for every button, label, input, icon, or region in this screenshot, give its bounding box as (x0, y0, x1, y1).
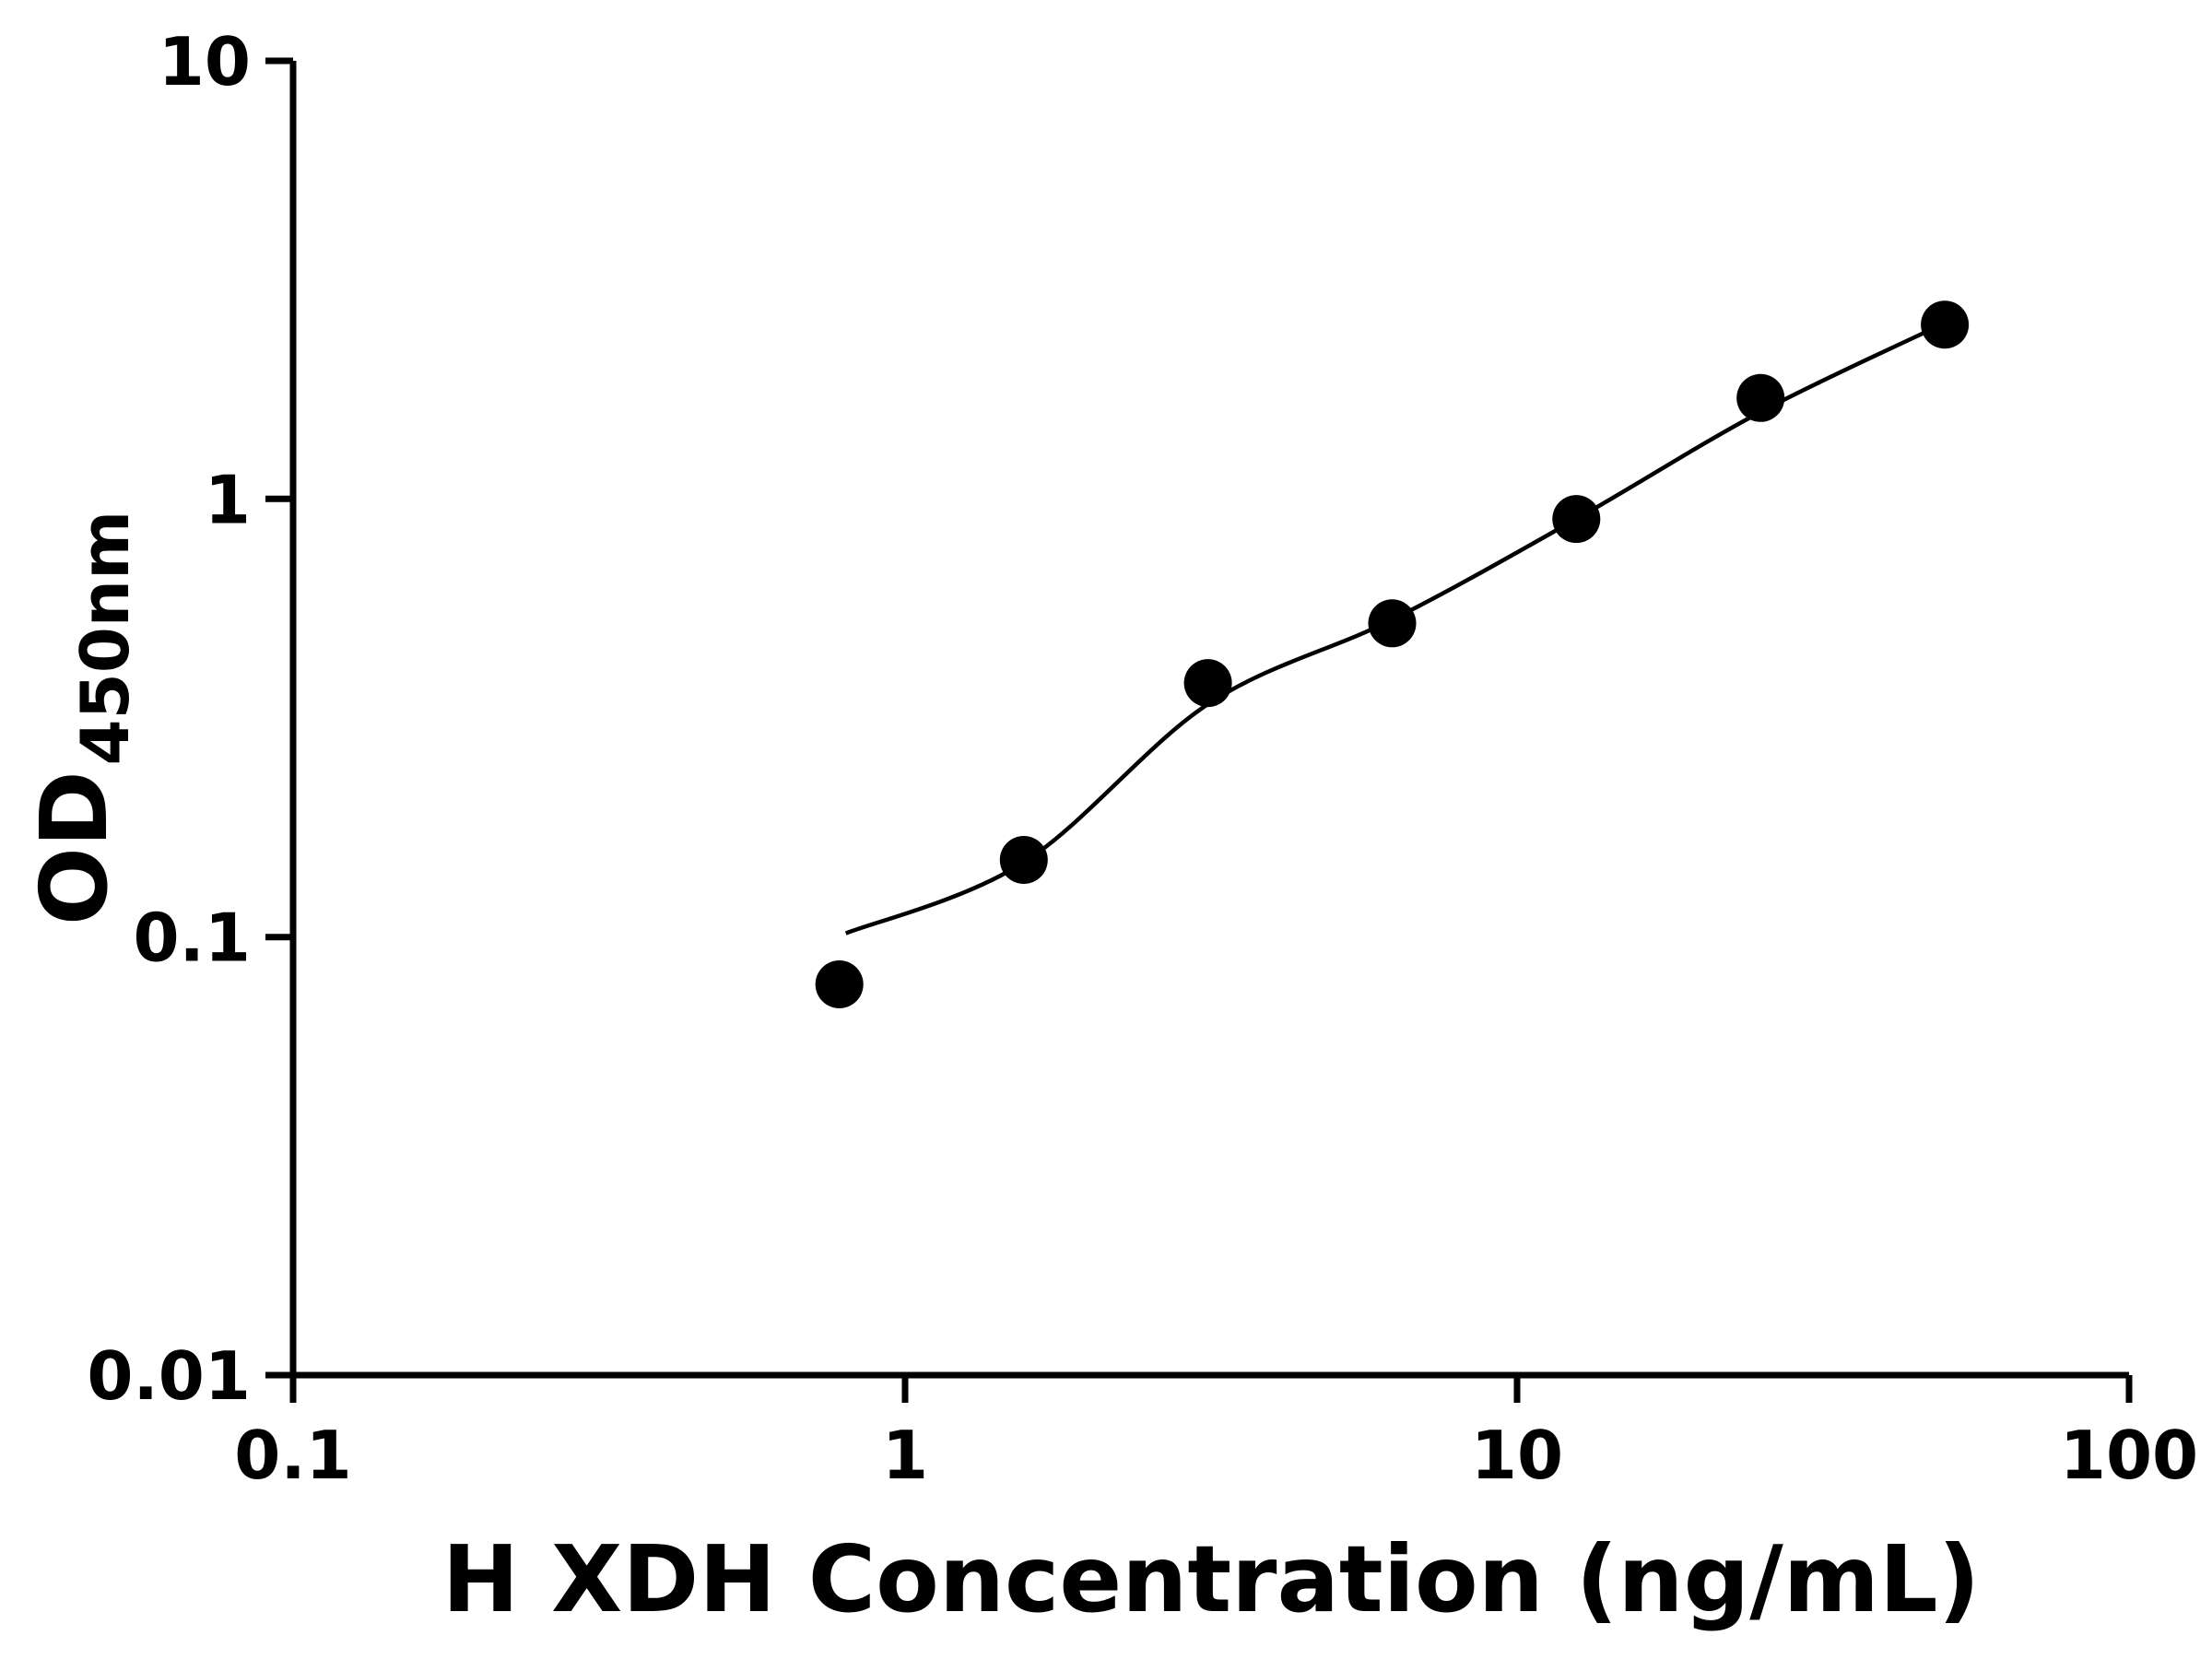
axis-spine (289, 61, 2129, 1379)
y-axis-title-main: OD (20, 771, 128, 925)
data-point (1368, 599, 1417, 648)
axis-ticks (265, 57, 2133, 1403)
data-point (999, 836, 1048, 884)
y-tick-label: 1 (205, 461, 251, 538)
data-points-layer (815, 300, 1970, 1008)
y-tick-label: 0.1 (133, 900, 251, 977)
data-point (1736, 373, 1785, 422)
y-tick-label: 0.01 (87, 1337, 251, 1415)
x-axis-title: H XDH Concentration (ng/mL) (442, 1525, 1981, 1633)
data-point (1183, 659, 1232, 708)
data-point (1552, 495, 1601, 544)
data-point (1921, 300, 1970, 349)
data-point (815, 960, 864, 1008)
y-tick-label: 10 (159, 23, 251, 100)
y-axis-title-subscript: 450nm (66, 511, 144, 766)
y-axis-title: OD 450nm (20, 511, 144, 925)
axes (289, 61, 2129, 1379)
x-tick-label: 10 (1471, 1417, 1563, 1494)
x-tick-label: 100 (2060, 1417, 2198, 1494)
x-tick-label: 1 (882, 1417, 928, 1494)
x-tick-label: 0.1 (234, 1417, 352, 1494)
